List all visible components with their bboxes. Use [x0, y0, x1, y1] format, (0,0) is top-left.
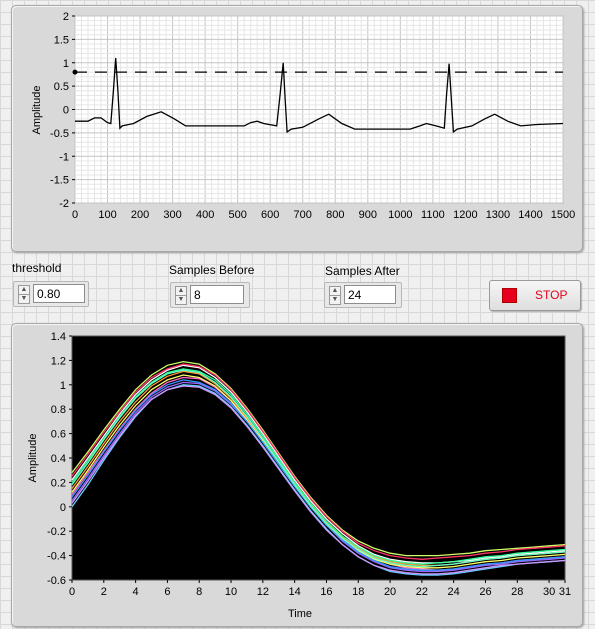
increment-icon[interactable]: ▲ [330, 287, 340, 296]
x-tick-label: 200 [131, 209, 149, 221]
overlay-series-line [71, 369, 566, 568]
y-tick-label: 0.2 [51, 477, 66, 489]
x-tick-label: 20 [384, 586, 396, 598]
stop-icon [502, 288, 517, 303]
x-tick-label: 4 [133, 586, 139, 598]
x-tick-label: 0 [72, 209, 78, 221]
top-ticks: 0 100 200 300 400 500 600 700 800 900 1000 1100 1200… [50, 11, 575, 221]
top-y-axis-label: Amplitude [31, 86, 43, 135]
samples-after-control[interactable]: ▲ ▼ 24 [324, 282, 402, 308]
stop-button-label: STOP [535, 288, 568, 302]
x-tick-label: 1500 [551, 209, 575, 221]
x-tick-label: 26 [479, 586, 491, 598]
stop-button[interactable]: STOP [489, 280, 581, 311]
y-tick-label: 0 [63, 105, 69, 117]
decrement-icon[interactable]: ▼ [331, 296, 339, 303]
x-tick-label: 28 [511, 586, 523, 598]
samples-before-spinner[interactable]: ▲ ▼ [175, 286, 187, 305]
bottom-x-axis-label: Time [288, 608, 312, 620]
y-tick-label: -1 [59, 151, 69, 163]
x-tick-label: 800 [326, 209, 344, 221]
x-tick-label: 500 [228, 209, 246, 221]
y-tick-label: 2 [63, 11, 69, 23]
overlay-series-line [71, 360, 566, 557]
samples-before-label: Samples Before [169, 263, 255, 277]
y-tick-label: 1 [60, 380, 66, 392]
x-tick-label: 18 [352, 586, 364, 598]
x-tick-label: 16 [320, 586, 332, 598]
x-tick-label: 14 [289, 586, 301, 598]
x-tick-label: 700 [294, 209, 312, 221]
x-tick-label: 10 [225, 586, 237, 598]
x-tick-label: 0 [69, 586, 75, 598]
y-tick-label: 1.4 [51, 331, 66, 343]
x-tick-label: 1200 [453, 209, 477, 221]
y-tick-label: 0.5 [54, 81, 69, 93]
overlay-series-line [71, 368, 566, 565]
x-tick-label: 1000 [388, 209, 412, 221]
x-tick-label: 6 [164, 586, 170, 598]
overlay-series-line [71, 385, 566, 575]
y-tick-label: -0.2 [47, 526, 66, 538]
y-tick-label: 0.6 [51, 429, 66, 441]
y-tick-label: -0.4 [47, 551, 66, 563]
x-tick-label: 1300 [486, 209, 510, 221]
x-tick-label: 30 [543, 586, 555, 598]
x-tick-label: 8 [196, 586, 202, 598]
x-tick-label: 1100 [421, 209, 445, 221]
y-tick-label: 1.2 [51, 355, 66, 367]
ecg-line [75, 58, 564, 134]
increment-icon[interactable]: ▲ [19, 286, 29, 295]
threshold-control[interactable]: ▲ ▼ 0.80 [13, 281, 89, 307]
y-tick-label: -0.5 [50, 128, 69, 140]
y-tick-label: 1 [63, 58, 69, 70]
increment-icon[interactable]: ▲ [176, 287, 186, 296]
x-tick-label: 600 [261, 209, 279, 221]
x-tick-label: 22 [416, 586, 428, 598]
x-tick-label: 300 [163, 209, 181, 221]
x-tick-label: 1400 [518, 209, 542, 221]
x-tick-label: 31 [559, 586, 571, 598]
y-tick-label: -1.5 [50, 175, 69, 187]
y-tick-label: 0.8 [51, 404, 66, 416]
x-tick-label: 100 [98, 209, 116, 221]
bottom-y-axis-label: Amplitude [27, 434, 39, 483]
threshold-spinner[interactable]: ▲ ▼ [18, 285, 30, 304]
y-tick-label: 1.5 [54, 34, 69, 46]
samples-before-control[interactable]: ▲ ▼ 8 [170, 282, 250, 308]
bottom-ticks: 0 2 4 6 8 10 12 14 16 18 20 22 24 26 28 30 311.41.210.80… [47, 331, 571, 598]
decrement-icon[interactable]: ▼ [177, 296, 185, 303]
top-grid [74, 15, 564, 204]
y-tick-label: -2 [59, 198, 69, 210]
y-tick-label: 0 [60, 502, 66, 514]
overlay-series-line [71, 363, 566, 560]
y-tick-label: 0.4 [51, 453, 66, 465]
threshold-input[interactable]: 0.80 [33, 284, 85, 303]
overlay-series-line [71, 364, 566, 564]
x-tick-label: 400 [196, 209, 214, 221]
samples-after-label: Samples After [325, 264, 400, 278]
x-tick-label: 12 [257, 586, 269, 598]
x-tick-label: 900 [359, 209, 377, 221]
overlay-series-line [71, 379, 566, 571]
threshold-label: threshold [12, 261, 62, 275]
threshold-marker [72, 69, 78, 75]
decrement-icon[interactable]: ▼ [20, 295, 28, 302]
x-tick-label: 2 [101, 586, 107, 598]
samples-before-input[interactable]: 8 [190, 285, 244, 304]
samples-after-spinner[interactable]: ▲ ▼ [329, 286, 341, 305]
samples-after-input[interactable]: 24 [344, 285, 396, 304]
y-tick-label: -0.6 [47, 575, 66, 587]
overlay-lines [71, 360, 566, 576]
bottom-plot-area[interactable] [71, 335, 566, 581]
x-tick-label: 24 [448, 586, 460, 598]
